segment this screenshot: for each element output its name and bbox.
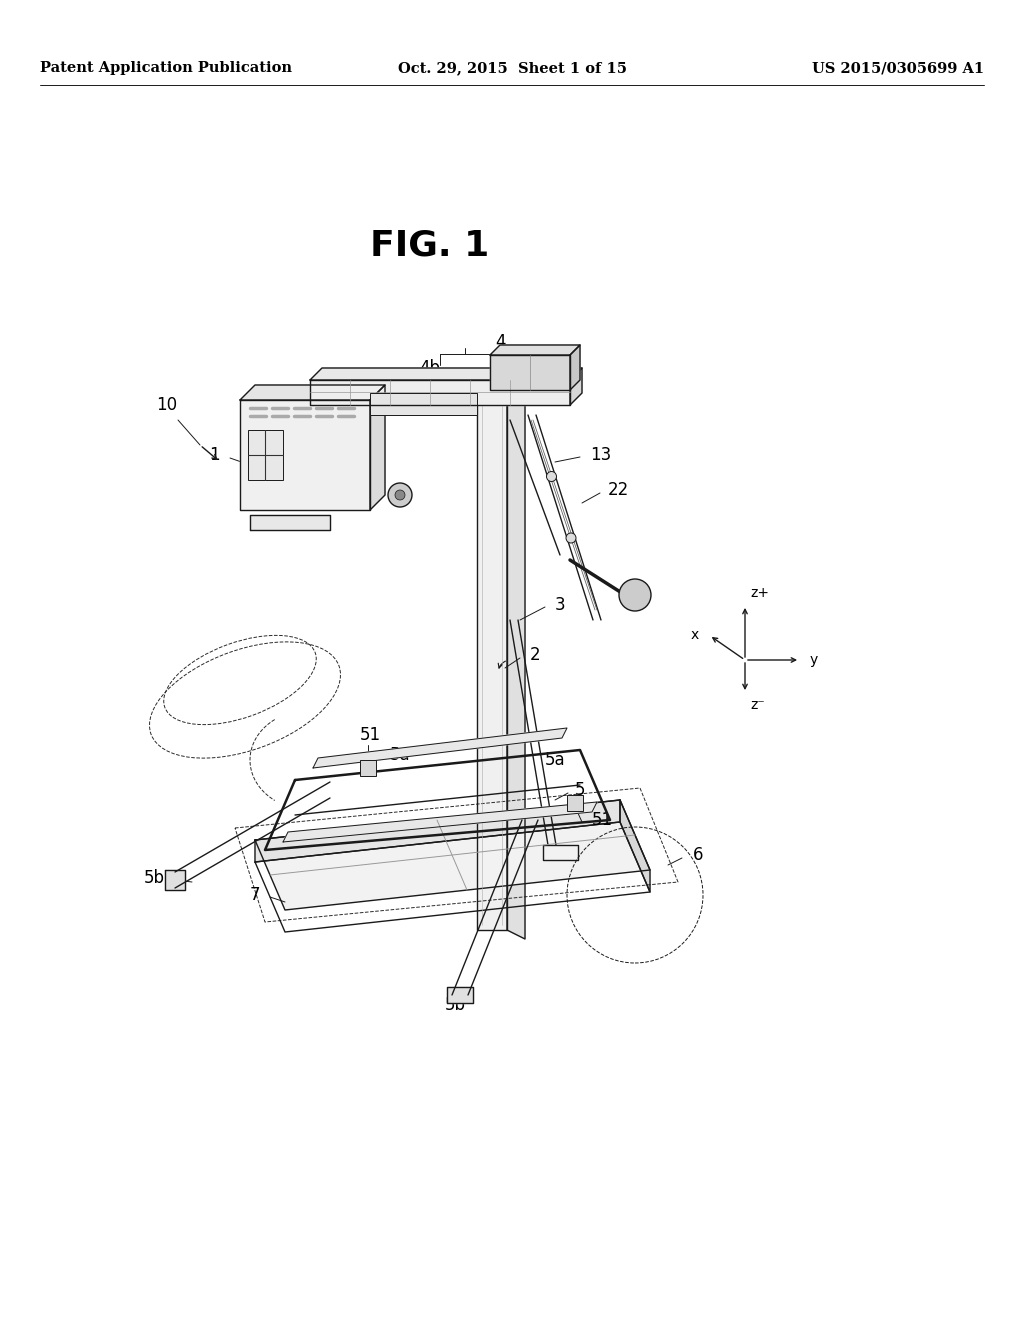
- Bar: [370, 393, 477, 414]
- Text: FIG. 1: FIG. 1: [371, 228, 489, 261]
- Polygon shape: [165, 870, 185, 890]
- Text: 5b: 5b: [444, 997, 466, 1014]
- Polygon shape: [240, 385, 385, 400]
- Text: z+: z+: [750, 586, 769, 601]
- Text: 7: 7: [250, 886, 260, 904]
- Polygon shape: [370, 385, 385, 510]
- Polygon shape: [250, 515, 330, 531]
- Text: 51: 51: [359, 726, 381, 744]
- Bar: [248, 430, 283, 480]
- Text: 4a: 4a: [505, 359, 525, 378]
- Text: 4: 4: [495, 333, 505, 351]
- Text: 1: 1: [209, 446, 220, 465]
- Text: US 2015/0305699 A1: US 2015/0305699 A1: [812, 61, 984, 75]
- Circle shape: [388, 483, 412, 507]
- Polygon shape: [543, 845, 578, 861]
- Text: y: y: [810, 653, 818, 667]
- Circle shape: [395, 490, 406, 500]
- Polygon shape: [240, 400, 370, 510]
- Circle shape: [618, 579, 651, 611]
- Text: 51: 51: [592, 810, 613, 829]
- Polygon shape: [313, 729, 567, 768]
- Polygon shape: [620, 800, 650, 892]
- Text: 5b: 5b: [144, 869, 165, 887]
- Polygon shape: [310, 368, 582, 380]
- Circle shape: [547, 471, 556, 482]
- Polygon shape: [310, 380, 570, 405]
- Text: Patent Application Publication: Patent Application Publication: [40, 61, 292, 75]
- Polygon shape: [255, 800, 620, 862]
- Circle shape: [566, 533, 575, 543]
- Text: 5a: 5a: [545, 751, 565, 770]
- Text: z⁻: z⁻: [750, 698, 765, 711]
- Text: 6: 6: [693, 846, 703, 865]
- Text: 2: 2: [530, 645, 541, 664]
- Text: 10: 10: [157, 396, 177, 414]
- Polygon shape: [570, 345, 580, 389]
- Polygon shape: [283, 803, 597, 842]
- Bar: [567, 795, 583, 810]
- Text: 5: 5: [575, 781, 586, 799]
- Text: 5a: 5a: [390, 746, 411, 764]
- Text: 22: 22: [608, 480, 630, 499]
- Polygon shape: [447, 987, 473, 1003]
- Polygon shape: [507, 380, 525, 939]
- Polygon shape: [490, 345, 580, 355]
- Polygon shape: [255, 800, 650, 909]
- Text: 3: 3: [555, 597, 565, 614]
- Text: Oct. 29, 2015  Sheet 1 of 15: Oct. 29, 2015 Sheet 1 of 15: [397, 61, 627, 75]
- Bar: [360, 760, 376, 776]
- Polygon shape: [490, 355, 570, 389]
- Polygon shape: [570, 368, 582, 405]
- Text: 4b: 4b: [419, 359, 440, 378]
- Text: 13: 13: [590, 446, 611, 465]
- Text: x: x: [691, 628, 699, 643]
- Polygon shape: [477, 380, 507, 931]
